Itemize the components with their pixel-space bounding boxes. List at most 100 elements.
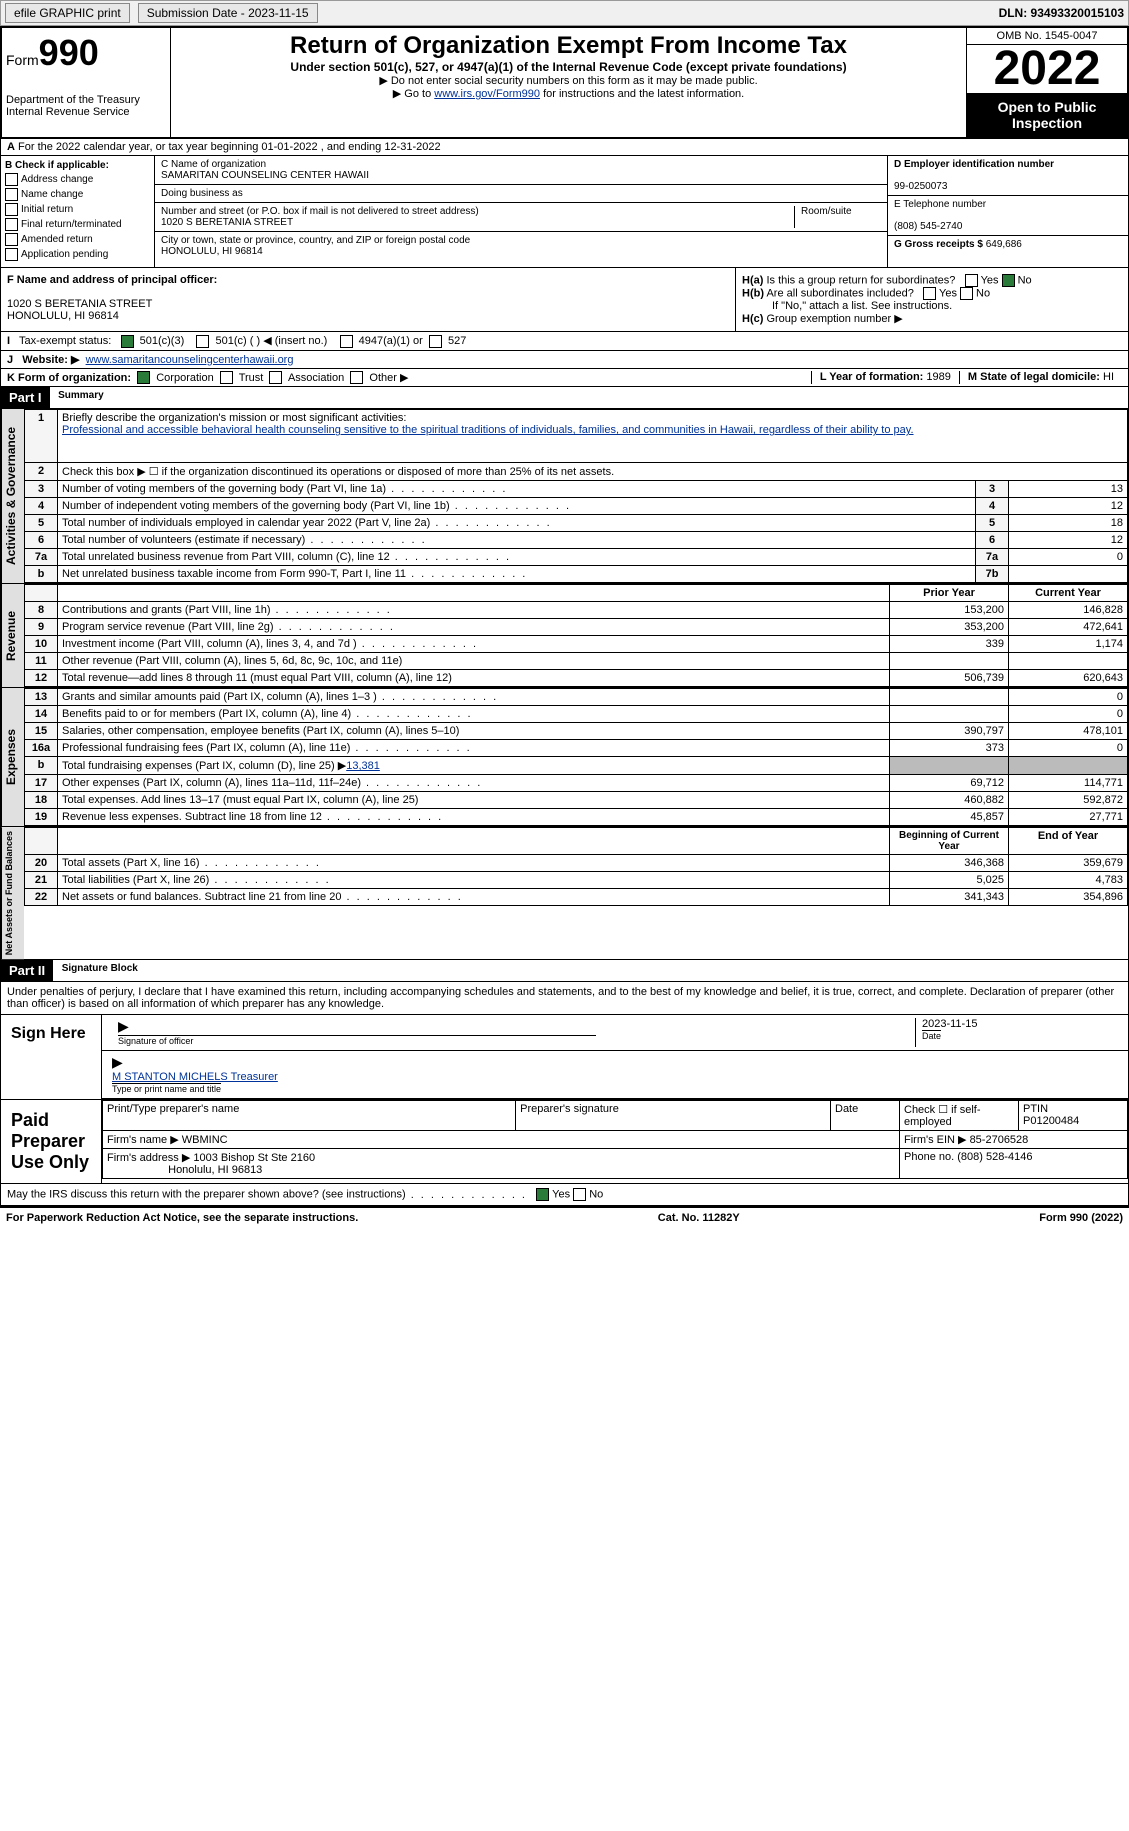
chk-initial[interactable]: Initial return <box>21 204 73 215</box>
line20: Total assets (Part X, line 16) <box>58 855 890 872</box>
part2-title: Signature Block <box>59 960 141 981</box>
room-suite: Room/suite <box>794 206 881 228</box>
chk-final[interactable]: Final return/terminated <box>21 219 122 230</box>
tax-year: 2022 <box>967 45 1127 93</box>
chk-address[interactable]: Address change <box>21 174 93 185</box>
irs-label: Internal Revenue Service <box>6 106 166 118</box>
line5: Total number of individuals employed in … <box>58 515 976 532</box>
line-j: J Website: ▶ www.samaritancounselingcent… <box>0 351 1129 369</box>
chk-amended[interactable]: Amended return <box>21 234 93 245</box>
v16apy: 373 <box>890 740 1009 757</box>
prior-year-hdr: Prior Year <box>890 585 1009 602</box>
name-type-label: Type or print name and title <box>112 1083 221 1094</box>
line19: Revenue less expenses. Subtract line 18 … <box>58 809 890 826</box>
chk-name[interactable]: Name change <box>21 189 83 200</box>
chk-corp[interactable]: Corporation <box>156 372 213 384</box>
pp-sig-label: Preparer's signature <box>516 1101 831 1131</box>
val5: 18 <box>1009 515 1128 532</box>
pp-date-label: Date <box>831 1101 900 1131</box>
v12py: 506,739 <box>890 670 1009 687</box>
tab-activities: Activities & Governance <box>1 409 24 583</box>
form-subtitle: Under section 501(c), 527, or 4947(a)(1)… <box>175 60 962 74</box>
line12: Total revenue—add lines 8 through 11 (mu… <box>58 670 890 687</box>
chk-4947[interactable]: 4947(a)(1) or <box>359 335 423 347</box>
dept-label: Department of the Treasury <box>6 94 166 106</box>
b-label: B Check if applicable: <box>5 160 109 171</box>
part2-header: Part II <box>1 960 53 981</box>
hb-note: If "No," attach a list. See instructions… <box>742 300 1122 312</box>
irs-link[interactable]: www.irs.gov/Form990 <box>434 88 540 100</box>
line6: Total number of volunteers (estimate if … <box>58 532 976 549</box>
line3: Number of voting members of the governin… <box>58 481 976 498</box>
submission-date-button[interactable]: Submission Date - 2023-11-15 <box>138 3 318 23</box>
v20e: 359,679 <box>1009 855 1128 872</box>
chk-pending[interactable]: Application pending <box>21 249 108 260</box>
line1-label: Briefly describe the organization's miss… <box>62 412 406 424</box>
line22: Net assets or fund balances. Subtract li… <box>58 889 890 906</box>
v9cy: 472,641 <box>1009 619 1128 636</box>
v17cy: 114,771 <box>1009 775 1128 792</box>
top-toolbar: efile GRAPHIC print Submission Date - 20… <box>0 0 1129 26</box>
footer-left: For Paperwork Reduction Act Notice, see … <box>6 1212 358 1224</box>
sign-here-label: Sign Here <box>1 1015 102 1099</box>
sig-date-label: Date <box>922 1030 941 1041</box>
note-ssn: ▶ Do not enter social security numbers o… <box>175 74 962 87</box>
chk-501c3[interactable]: 501(c)(3) <box>140 335 185 347</box>
chk-501c[interactable]: 501(c) ( ) ◀ (insert no.) <box>216 335 328 347</box>
hb-label: Are all subordinates included? <box>766 287 913 299</box>
mission-text: Professional and accessible behavioral h… <box>62 424 914 436</box>
val7b <box>1009 566 1128 583</box>
gross-value: 649,686 <box>986 239 1022 250</box>
line10: Investment income (Part VIII, column (A)… <box>58 636 890 653</box>
firm-name-label: Firm's name ▶ <box>107 1134 179 1146</box>
may-discuss: May the IRS discuss this return with the… <box>1 1183 1128 1205</box>
tab-netassets: Net Assets or Fund Balances <box>1 827 24 959</box>
line16b: Total fundraising expenses (Part IX, col… <box>58 757 890 775</box>
pp-name-label: Print/Type preparer's name <box>103 1101 516 1131</box>
line17: Other expenses (Part IX, column (A), lin… <box>58 775 890 792</box>
dln-label: DLN: 93493320015103 <box>999 6 1124 20</box>
ha-yes[interactable]: Yes <box>981 274 999 286</box>
chk-trust[interactable]: Trust <box>239 372 264 384</box>
line7a: Total unrelated business revenue from Pa… <box>58 549 976 566</box>
may-no[interactable]: No <box>589 1189 603 1201</box>
phone-label: E Telephone number <box>894 199 986 210</box>
website-link[interactable]: www.samaritancounselingcenterhawaii.org <box>86 354 294 366</box>
v11py <box>890 653 1009 670</box>
efile-print-button[interactable]: efile GRAPHIC print <box>5 3 130 23</box>
v18cy: 592,872 <box>1009 792 1128 809</box>
val7a: 0 <box>1009 549 1128 566</box>
org-name: SAMARITAN COUNSELING CENTER HAWAII <box>161 170 369 181</box>
hb-no[interactable]: No <box>976 287 990 299</box>
chk-assoc[interactable]: Association <box>288 372 344 384</box>
org-name-label: C Name of organization <box>161 159 266 170</box>
v17py: 69,712 <box>890 775 1009 792</box>
line9: Program service revenue (Part VIII, line… <box>58 619 890 636</box>
ha-no[interactable]: No <box>1018 274 1032 286</box>
v11cy <box>1009 653 1128 670</box>
section-bcd: B Check if applicable: Address change Na… <box>0 156 1129 268</box>
officer-label: F Name and address of principal officer: <box>7 274 217 286</box>
gross-label: G Gross receipts $ <box>894 239 983 250</box>
line15: Salaries, other compensation, employee b… <box>58 723 890 740</box>
v14py <box>890 706 1009 723</box>
footer-right: Form 990 (2022) <box>1039 1212 1123 1224</box>
fein-label: Firm's EIN ▶ <box>904 1134 967 1146</box>
part1-header: Part I <box>1 387 50 408</box>
line2: Check this box ▶ ☐ if the organization d… <box>58 463 1128 481</box>
may-yes[interactable]: Yes <box>552 1189 570 1201</box>
ein-value: 99-0250073 <box>894 181 947 192</box>
chk-527[interactable]: 527 <box>448 335 466 347</box>
footer-center: Cat. No. 11282Y <box>658 1212 740 1224</box>
v20b: 346,368 <box>890 855 1009 872</box>
ha-label: Is this a group return for subordinates? <box>766 274 955 286</box>
v10py: 339 <box>890 636 1009 653</box>
chk-other[interactable]: Other ▶ <box>369 372 408 384</box>
line-a: A For the 2022 calendar year, or tax yea… <box>0 139 1129 156</box>
declaration: Under penalties of perjury, I declare th… <box>1 982 1128 1014</box>
val3: 13 <box>1009 481 1128 498</box>
firm-city: Honolulu, HI 96813 <box>168 1164 262 1176</box>
firm-addr: 1003 Bishop St Ste 2160 <box>193 1152 315 1164</box>
hb-yes[interactable]: Yes <box>939 287 957 299</box>
form-word: Form <box>6 52 39 68</box>
